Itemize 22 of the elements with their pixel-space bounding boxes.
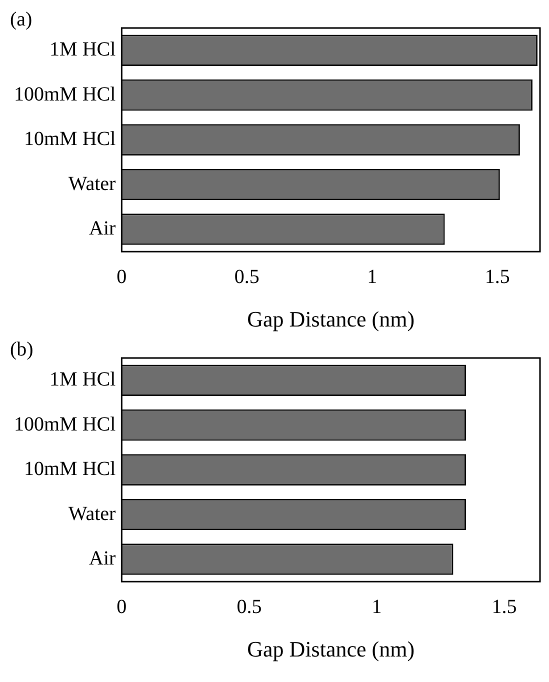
y-tick-label: Air	[89, 547, 116, 570]
y-tick-label: 100mM HCl	[14, 413, 116, 436]
x-tick-label: 1	[372, 596, 382, 618]
y-tick-label: Air	[89, 217, 116, 240]
y-tick-label: Water	[68, 172, 116, 195]
x-tick-label: 1.5	[484, 266, 510, 288]
x-tick-label: 0.5	[234, 266, 260, 288]
y-tick-label: 10mM HCl	[24, 458, 116, 480]
text: (b)	[10, 338, 34, 360]
y-tick-label: 100mM HCl	[14, 83, 116, 106]
y-tick-label: 1M HCl	[50, 38, 116, 61]
x-axis-title: Gap Distance (nm)	[247, 636, 415, 662]
x-tick-label: 1.5	[492, 596, 517, 618]
y-tick-label: 10mM HCl	[24, 128, 116, 150]
y-tick-label: 1M HCl	[50, 368, 116, 391]
x-axis-title: Gap Distance (nm)	[247, 306, 415, 332]
text: (a)	[10, 8, 32, 30]
x-tick-label: 0	[116, 266, 127, 288]
x-tick-label: 0	[116, 596, 127, 618]
y-tick-label: Water	[68, 502, 116, 525]
x-tick-label: 1	[367, 266, 378, 288]
x-tick-label: 0.5	[236, 596, 262, 618]
